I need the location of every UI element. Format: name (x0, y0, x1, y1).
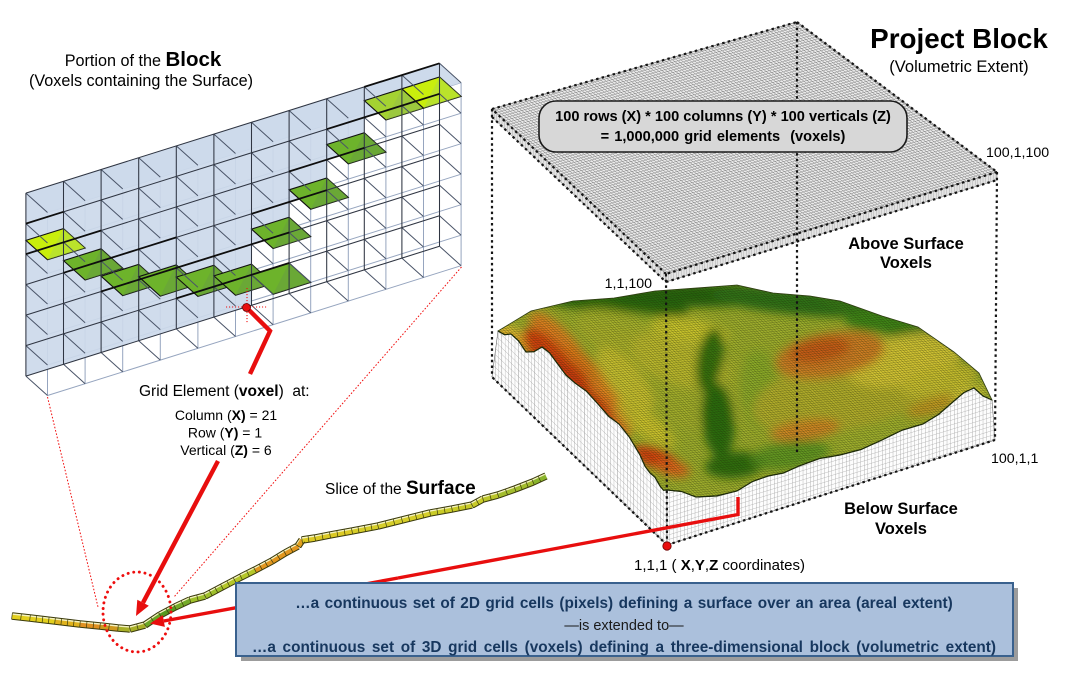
svg-text:Slice of the Surface: Slice of the Surface (325, 478, 476, 499)
svg-text:= 1,000,000 grid elements (vo: = 1,000,000 grid elements (voxels) (601, 129, 846, 145)
svg-text:Vertical (Z) = 6: Vertical (Z) = 6 (180, 442, 272, 458)
svg-text:Portion of the Block: Portion of the Block (65, 48, 222, 71)
svg-text:Voxels: Voxels (880, 254, 932, 272)
svg-text:100,1,1: 100,1,1 (991, 451, 1038, 467)
svg-text:Voxels: Voxels (875, 520, 927, 538)
svg-text:Grid Element (voxel) at:: Grid Element (voxel) at: (139, 383, 310, 400)
svg-text:—is extended to—: —is extended to— (564, 618, 684, 634)
svg-text:1,1,100: 1,1,100 (605, 276, 652, 292)
svg-text:100,1,100: 100,1,100 (986, 145, 1049, 161)
svg-text:Column (X) = 21: Column (X) = 21 (175, 407, 278, 423)
svg-text:1,1,1 ( X,Y,Z coordinates): 1,1,1 ( X,Y,Z coordinates) (634, 557, 805, 574)
svg-text:(Voxels containing the Surface: (Voxels containing the Surface) (29, 72, 253, 90)
svg-text:(Volumetric Extent): (Volumetric Extent) (889, 58, 1028, 76)
svg-text:Above Surface: Above Surface (848, 235, 964, 253)
svg-text:Row (Y) = 1: Row (Y) = 1 (188, 425, 263, 441)
svg-text:…a continuous set of 2D grid: …a continuous set of 2D grid cells (pixe… (295, 595, 953, 612)
svg-text:100 rows (X) * 100 columns (Y): 100 rows (X) * 100 columns (Y) * 100 ver… (555, 109, 891, 125)
svg-text:Project Block: Project Block (870, 23, 1048, 54)
svg-text:…a continuous set of 3D grid: …a continuous set of 3D grid cells (voxe… (252, 639, 996, 656)
svg-text:Below Surface: Below Surface (844, 500, 958, 518)
